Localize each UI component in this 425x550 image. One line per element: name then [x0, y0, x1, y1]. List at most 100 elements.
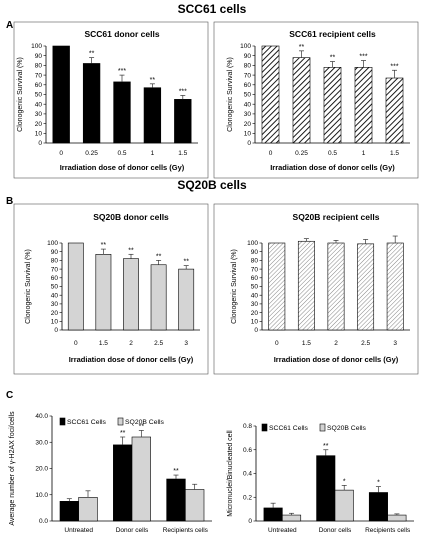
chart5-significance-label: * — [343, 478, 346, 485]
chart3-ytick-label: 40 — [251, 292, 259, 299]
chart1-ytick-label: 10 — [244, 131, 252, 138]
chart2-ytick-label: 50 — [51, 284, 59, 291]
chart0-ytick-label: 10 — [35, 131, 43, 138]
chart3-ytick-label: 70 — [251, 266, 259, 273]
chart1-bar — [292, 57, 311, 144]
chart0-significance-label: ** — [150, 77, 156, 84]
chart3-ytick-label: 20 — [251, 310, 259, 317]
chart3-title: SQ20B recipient cells — [293, 212, 380, 222]
chart1-ytick-label: 50 — [244, 92, 252, 99]
chart4-xtick-label: Recipients cells — [163, 527, 209, 534]
chart3-xtick-label: 2.5 — [361, 340, 370, 347]
chart4-ytick-label: 30.0 — [35, 439, 48, 446]
chart2-significance-label: ** — [128, 247, 134, 254]
chart4-bar-1 — [185, 489, 205, 522]
chart2-bar — [67, 242, 84, 331]
chart0-ytick-label: 20 — [35, 121, 43, 128]
chart1-ytick-label: 0 — [247, 140, 251, 147]
chart0-xtick-label: 0.5 — [117, 150, 126, 157]
chart5-ytick-label: 0.6 — [243, 447, 252, 454]
chart5-significance-label: ** — [323, 443, 329, 450]
chart0-ytick-label: 90 — [35, 53, 43, 60]
chart2-ytick-label: 90 — [51, 249, 59, 256]
chart0-xtick-label: 0.25 — [85, 150, 98, 157]
section-c-label: C — [6, 390, 13, 401]
chart4-bar-0 — [59, 501, 79, 522]
chart1-significance-label: ** — [330, 55, 336, 62]
chart3-bar — [386, 242, 404, 331]
chart4-significance-label: ** — [173, 468, 179, 475]
chart1-ytick-label: 60 — [244, 82, 252, 89]
chart1-significance-label: *** — [359, 54, 367, 61]
chart3-ytick-label: 0 — [254, 327, 258, 334]
chart3-xtick-label: 1.5 — [302, 340, 311, 347]
chart1-significance-label: *** — [390, 63, 398, 70]
chart1-bar — [354, 67, 373, 144]
chart2-bar — [178, 268, 195, 331]
chart1-ytick-label: 100 — [240, 43, 251, 50]
chart5-legend-label: SQ20B Cells — [327, 425, 367, 432]
chart2-significance-label: ** — [101, 242, 107, 249]
chart0-bar — [52, 45, 70, 144]
chart3-xtick-label: 3 — [393, 340, 397, 347]
chart3-ytick-label: 80 — [251, 258, 259, 265]
chart1-ytick-label: 90 — [244, 53, 252, 60]
chart2-ytick-label: 10 — [51, 319, 59, 326]
chart4-legend-swatch — [59, 417, 66, 426]
chart2-ytick-label: 80 — [51, 258, 59, 265]
chart0-xlabel: Irradiation dose of donor cells (Gy) — [60, 163, 185, 172]
chart1-xlabel: Irradiation dose of donor cells (Gy) — [270, 163, 395, 172]
chart5-xtick-label: Untreated — [268, 527, 297, 534]
chart0-ytick-label: 30 — [35, 111, 43, 118]
chart4-ytick-label: 20.0 — [35, 466, 48, 473]
panel-b-right-border — [213, 203, 419, 375]
chart4-bar-0 — [113, 444, 133, 522]
chart2-significance-label: ** — [156, 253, 162, 260]
chart4-bar-1 — [78, 497, 98, 522]
chart4-ytick-label: 10.0 — [35, 492, 48, 499]
chart5-bar-1 — [334, 489, 354, 522]
chart0-title: SCC61 donor cells — [84, 29, 159, 39]
chart5-bar-0 — [263, 507, 283, 522]
chart4-significance-label: ** — [139, 423, 145, 430]
chart4-bar-0 — [166, 478, 186, 522]
chart2-title: SQ20B donor cells — [93, 212, 169, 222]
panel-a-right-border — [213, 21, 419, 179]
chart0-bar — [82, 63, 101, 144]
chart1-bar — [385, 77, 404, 144]
chart2-xlabel: Irradiation dose of donor cells (Gy) — [69, 355, 194, 364]
chart2-ylabel: Clonogenic Survival (%) — [25, 249, 32, 324]
chart5-bar-0 — [368, 492, 388, 522]
chart5-ytick-label: 0.4 — [243, 471, 252, 478]
chart2-ytick-label: 70 — [51, 266, 59, 273]
chart5-bar-1 — [282, 514, 302, 522]
chart5-xtick-label: Donor cells — [319, 527, 352, 534]
chart1-ylabel: Clonogenic Survival (%) — [227, 57, 234, 132]
chart3-ytick-label: 100 — [247, 240, 258, 247]
chart3-ytick-label: 90 — [251, 249, 259, 256]
panel-a-left-border — [13, 21, 209, 179]
panel-b-left-border — [13, 203, 209, 375]
chart1-significance-label: ** — [299, 44, 305, 51]
chart0-ytick-label: 0 — [38, 140, 42, 147]
chart5-legend-label: SCC61 Cells — [269, 425, 309, 432]
section-a-label: A — [6, 20, 13, 31]
chart0-xtick-label: 1.5 — [178, 150, 187, 157]
chart1-ytick-label: 20 — [244, 121, 252, 128]
chart0-xtick-label: 1 — [151, 150, 155, 157]
chart4-xtick-label: Donor cells — [116, 527, 149, 534]
chart5-ytick-label: 0.2 — [243, 494, 252, 501]
chart0-xtick-label: 0 — [59, 150, 63, 157]
chart4-legend-swatch — [117, 417, 124, 426]
chart4-legend-label: SCC61 Cells — [67, 419, 107, 426]
chart4-xtick-label: Untreated — [64, 527, 93, 534]
chart3-xtick-label: 0 — [275, 340, 279, 347]
chart2-ytick-label: 30 — [51, 301, 59, 308]
chart5-ytick-label: 0 — [248, 518, 252, 525]
chart0-ytick-label: 80 — [35, 63, 43, 70]
chart3-xlabel: Irradiation dose of donor cells (Gy) — [274, 355, 399, 364]
chart1-title: SCC61 recipient cells — [289, 29, 376, 39]
chart1-xtick-label: 1.5 — [390, 150, 399, 157]
chart0-ytick-label: 100 — [31, 43, 42, 50]
